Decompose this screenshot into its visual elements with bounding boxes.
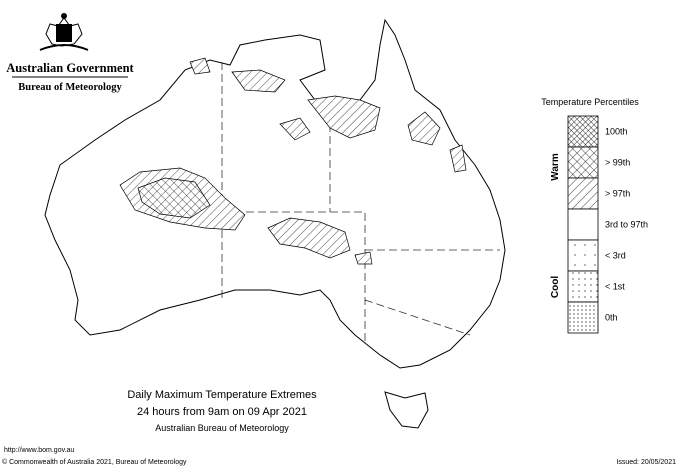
mainland-coastline: [44, 18, 506, 369]
legend-label: 0th: [605, 313, 618, 323]
warm-area: [354, 251, 373, 265]
coat-of-arms: [39, 13, 89, 51]
legend-swatch: [567, 177, 599, 210]
legend-swatch: [567, 115, 599, 148]
warm-area: [267, 217, 351, 259]
legend-label: < 1st: [605, 282, 625, 292]
agency-name: Bureau of Meteorology: [18, 82, 122, 93]
legend-label: 3rd to 97th: [605, 220, 648, 230]
legend-swatch: [567, 146, 599, 179]
legend-swatch: [567, 270, 599, 303]
warm-area: [189, 57, 211, 75]
very-warm-area: [137, 177, 211, 219]
legend-swatch: [567, 301, 599, 334]
footer-copyright: © Commonwealth of Australia 2021, Bureau…: [2, 458, 187, 466]
legend-label: > 97th: [605, 189, 630, 199]
footer-url: http://www.bom.gov.au: [4, 447, 74, 454]
footer-issued: Issued: 20/05/2021: [616, 459, 676, 466]
legend: 100th > 99th > 97th 3rd to 97th < 3rd < 1st 0t…: [567, 115, 648, 334]
legend-label: < 3rd: [605, 251, 626, 261]
cool-label: Cool: [550, 276, 561, 298]
legend-label: 100th: [605, 127, 628, 137]
tasmania-coastline: [384, 391, 429, 429]
warm-area: [407, 111, 441, 146]
warm-area: [279, 117, 311, 141]
legend-swatch: [567, 239, 599, 272]
warm-area: [307, 95, 381, 139]
legend-title: Temperature Percentiles: [541, 97, 639, 107]
australia-map: [44, 18, 506, 429]
legend-label: > 99th: [605, 158, 630, 168]
caption-title: Daily Maximum Temperature Extremes: [127, 389, 317, 401]
government-name: Australian Government: [6, 61, 134, 75]
caption-source: Australian Bureau of Meteorology: [155, 423, 289, 433]
warm-area: [449, 144, 467, 173]
state-border: [221, 62, 500, 345]
warm-area: [231, 69, 286, 93]
caption-period: 24 hours from 9am on 09 Apr 2021: [137, 406, 307, 418]
legend-swatch: [567, 208, 599, 241]
warm-label: Warm: [550, 153, 561, 181]
